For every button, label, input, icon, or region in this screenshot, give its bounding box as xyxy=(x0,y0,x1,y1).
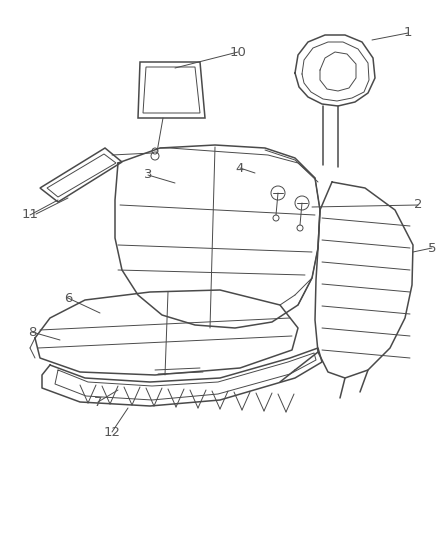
Text: 2: 2 xyxy=(414,198,422,212)
Text: 5: 5 xyxy=(428,241,436,254)
Text: 7: 7 xyxy=(94,395,102,408)
Text: 3: 3 xyxy=(144,168,152,182)
Text: 10: 10 xyxy=(230,45,247,59)
Text: 4: 4 xyxy=(236,161,244,174)
Text: 12: 12 xyxy=(103,425,120,439)
Text: 1: 1 xyxy=(404,27,412,39)
Text: 6: 6 xyxy=(64,292,72,304)
Text: 11: 11 xyxy=(21,208,39,222)
Text: 8: 8 xyxy=(28,326,36,338)
